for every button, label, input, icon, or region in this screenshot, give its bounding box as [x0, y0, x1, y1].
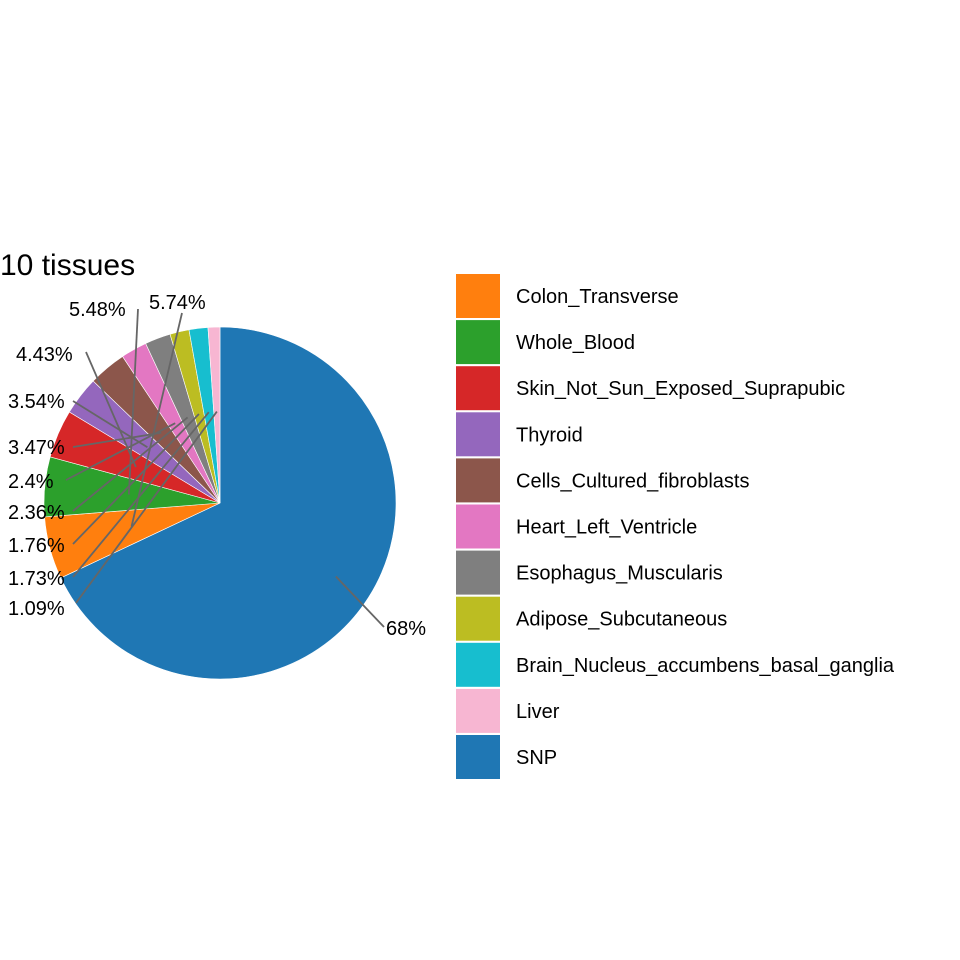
legend-label-esophagus-muscularis: Esophagus_Muscularis	[516, 563, 723, 585]
legend-label-heart-left-ventricle: Heart_Left_Ventricle	[516, 517, 697, 539]
leader-line-snp	[335, 575, 385, 628]
slice-label-thyroid: 3.54%	[8, 391, 65, 413]
slice-label-whole-blood: 5.48%	[69, 299, 126, 321]
legend-swatch-colon-transverse	[456, 274, 500, 318]
legend-label-adipose-subcutaneous: Adipose_Subcutaneous	[516, 609, 727, 631]
slice-label-skin-not-sun-exposed-suprapubic: 4.43%	[16, 344, 73, 366]
leader-line-brain-nucleus-accumbens-basal-ganglia	[72, 411, 210, 578]
legend-label-brain-nucleus-accumbens-basal-ganglia: Brain_Nucleus_accumbens_basal_ganglia	[516, 655, 895, 677]
slice-label-liver: 1.09%	[8, 598, 65, 620]
leader-line-esophagus-muscularis	[72, 416, 189, 512]
legend-swatch-thyroid	[456, 412, 500, 457]
legend-label-cells-cultured-fibroblasts: Cells_Cultured_fibroblasts	[516, 470, 749, 492]
legend: Colon_Transverse Whole_Blood Skin_Not_Sun_…	[456, 274, 895, 779]
slice-label-colon-transverse: 5.74%	[149, 292, 206, 314]
legend-label-whole-blood: Whole_Blood	[516, 332, 635, 354]
leader-lines	[65, 308, 385, 628]
slice-label-esophagus-muscularis: 2.36%	[8, 502, 65, 524]
slice-label-snp: 68%	[386, 618, 426, 640]
legend-swatch-snp	[456, 735, 500, 779]
legend-swatch-skin-not-sun-exposed-suprapubic	[456, 366, 500, 411]
legend-label-thyroid: Thyroid	[516, 424, 583, 446]
pie-slice-snp	[60, 326, 397, 680]
leader-line-heart-left-ventricle	[65, 422, 176, 481]
legend-swatch-adipose-subcutaneous	[456, 596, 500, 641]
legend-swatch-cells-cultured-fibroblasts	[456, 458, 500, 503]
legend-swatch-brain-nucleus-accumbens-basal-ganglia	[456, 642, 500, 687]
leader-line-liver	[75, 411, 218, 604]
pie-slices	[43, 326, 397, 680]
leader-line-adipose-subcutaneous	[72, 413, 200, 545]
leader-line-cells-cultured-fibroblasts	[72, 431, 162, 448]
legend-swatch-heart-left-ventricle	[456, 504, 500, 549]
slice-label-adipose-subcutaneous: 1.76%	[8, 535, 65, 557]
legend-swatch-whole-blood	[456, 320, 500, 365]
legend-label-colon-transverse: Colon_Transverse	[516, 286, 679, 308]
legend-label-liver: Liver	[516, 701, 560, 723]
legend-label-snp: SNP	[516, 747, 557, 769]
slice-label-heart-left-ventricle: 2.4%	[8, 471, 54, 493]
legend-label-skin-not-sun-exposed-suprapubic: Skin_Not_Sun_Exposed_Suprapubic	[516, 378, 845, 400]
slice-label-brain-nucleus-accumbens-basal-ganglia: 1.73%	[8, 568, 65, 590]
legend-swatch-liver	[456, 688, 500, 733]
slice-label-cells-cultured-fibroblasts: 3.47%	[8, 437, 65, 459]
legend-swatch-esophagus-muscularis	[456, 550, 500, 595]
slice-labels: 68% 5.74% 5.48% 4.43% 3.54% 3.47% 2.4% 2.36% 1.7…	[8, 292, 426, 640]
leader-line-thyroid	[72, 400, 148, 449]
chart-title: 10 tissues	[0, 249, 135, 282]
leader-line-colon-transverse	[130, 312, 183, 527]
